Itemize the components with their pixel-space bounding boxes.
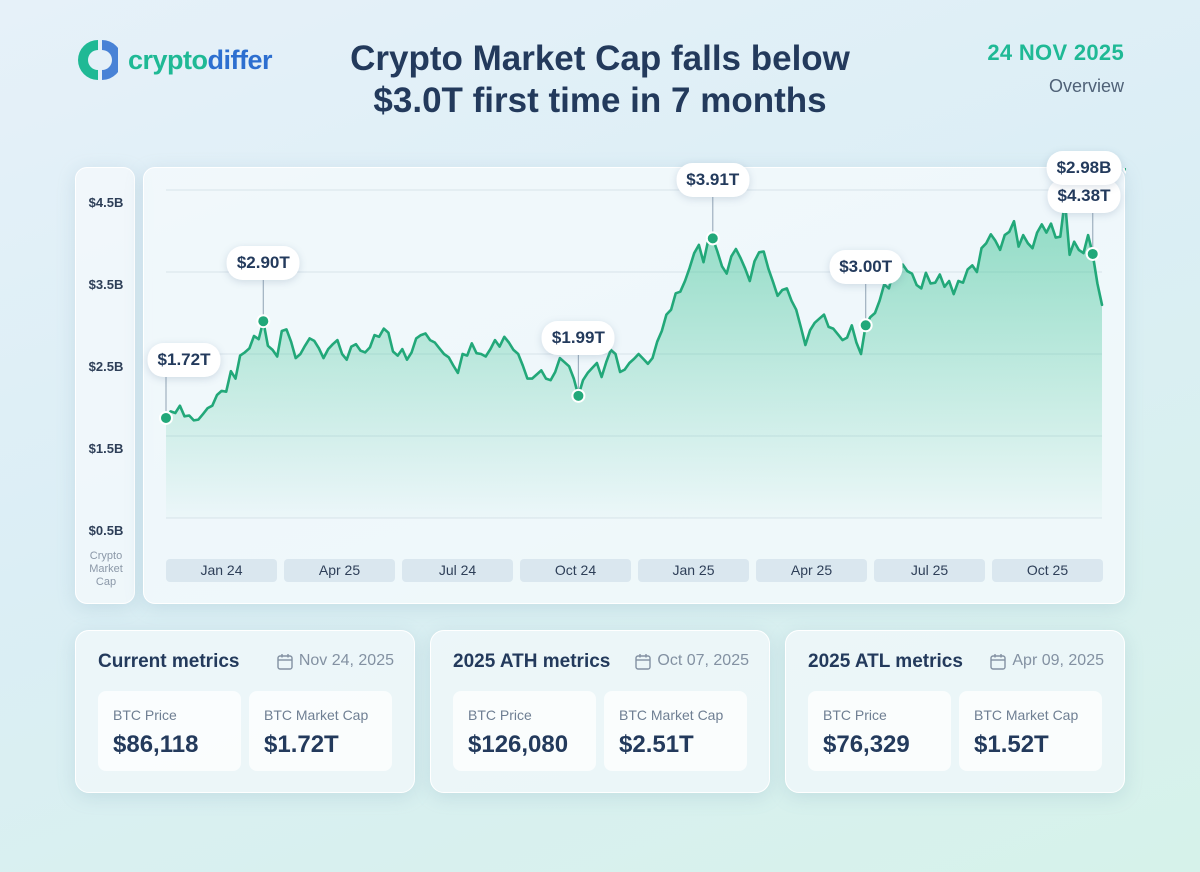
x-tick-label: Jul 25 bbox=[874, 559, 985, 582]
metric-label: BTC Market Cap bbox=[619, 707, 724, 723]
metric-btc-market-cap: BTC Market Cap $2.51T bbox=[604, 691, 747, 771]
y-axis-title: Crypto Market Cap bbox=[76, 550, 136, 589]
calendar-icon bbox=[635, 653, 652, 670]
annotation-point bbox=[256, 314, 271, 329]
card-date: Apr 09, 2025 bbox=[990, 652, 1104, 670]
annotation-point bbox=[1085, 246, 1100, 261]
annotation-point bbox=[858, 318, 873, 333]
annotation-label: $3.91T bbox=[676, 163, 750, 198]
annotation-label: $2.98B bbox=[1046, 151, 1122, 185]
x-tick-label: Jan 24 bbox=[166, 559, 277, 582]
metric-label: BTC Market Cap bbox=[974, 707, 1079, 723]
atl-metrics-card: 2025 ATL metrics Apr 09, 2025 BTC Price … bbox=[785, 630, 1125, 793]
annotation-label: $1.72T bbox=[147, 342, 221, 377]
y-tick-label: $2.5B bbox=[88, 359, 124, 374]
page-title-line1: Crypto Market Cap falls below bbox=[350, 39, 850, 78]
metric-value: $1.52T bbox=[974, 731, 1049, 758]
chart-panel: Jan 24 Apr 25 Jul 24 Oct 24 Jan 25 Apr 2… bbox=[143, 151, 1126, 604]
date-block: 24 NOV 2025 Overview bbox=[987, 40, 1124, 97]
metric-value: $2.51T bbox=[619, 731, 694, 758]
metric-label: BTC Price bbox=[823, 707, 887, 723]
cryptodiffer-logo-icon bbox=[78, 40, 118, 80]
current-metrics-card: Current metrics Nov 24, 2025 BTC Price $… bbox=[75, 630, 415, 793]
market-cap-series-line bbox=[164, 198, 1104, 422]
brand-name: cryptodiffer bbox=[128, 44, 273, 76]
y-tick-label: $4.5B bbox=[88, 195, 124, 210]
y-tick-label: $1.5B bbox=[88, 441, 124, 456]
metric-value: $76,329 bbox=[823, 731, 910, 758]
metric-label: BTC Price bbox=[113, 707, 177, 723]
metric-btc-price: BTC Price $126,080 bbox=[453, 691, 596, 771]
calendar-icon bbox=[990, 653, 1007, 670]
card-date: Oct 07, 2025 bbox=[635, 652, 749, 670]
annotation-label: $2.90T bbox=[226, 246, 300, 281]
annotation-point bbox=[571, 388, 586, 403]
annotation-point bbox=[1122, 168, 1126, 174]
calendar-icon bbox=[277, 653, 293, 670]
metric-btc-price: BTC Price $76,329 bbox=[808, 691, 951, 771]
y-tick-label: $3.5B bbox=[88, 277, 124, 292]
brand-name-part2: differ bbox=[207, 44, 273, 75]
y-axis-panel: $4.5B $3.5B $2.5B $1.5B $0.5B Crypto Mar… bbox=[75, 167, 135, 604]
y-axis-title-line: Cap bbox=[95, 576, 117, 588]
metric-btc-market-cap: BTC Market Cap $1.52T bbox=[959, 691, 1102, 771]
x-tick-label: Oct 24 bbox=[520, 559, 631, 582]
annotation-label: $3.00T bbox=[829, 250, 903, 285]
y-axis-title-line: Market bbox=[89, 563, 123, 575]
page-title-line2: $3.0T first time in 7 months bbox=[373, 81, 827, 120]
annotation-point bbox=[159, 410, 173, 425]
metric-btc-price: BTC Price $86,118 bbox=[98, 691, 241, 771]
market-cap-chart bbox=[159, 168, 1126, 519]
x-tick-label: Oct 25 bbox=[992, 559, 1103, 582]
brand-logo: cryptodiffer bbox=[74, 36, 273, 84]
metric-value: $126,080 bbox=[468, 731, 569, 758]
y-tick-label: $0.5B bbox=[88, 523, 124, 538]
page-title: Crypto Market Cap falls below $3.0T firs… bbox=[300, 38, 900, 122]
metric-label: BTC Price bbox=[468, 707, 532, 723]
metric-value: $1.72T bbox=[264, 731, 339, 758]
card-date: Nov 24, 2025 bbox=[277, 652, 394, 670]
card-date-text: Nov 24, 2025 bbox=[298, 652, 394, 669]
brand-name-part1: crypto bbox=[128, 44, 208, 75]
report-subtitle: Overview bbox=[1048, 76, 1124, 96]
x-tick-label: Apr 25 bbox=[284, 559, 395, 582]
annotation-point bbox=[705, 231, 720, 246]
metric-btc-market-cap: BTC Market Cap $1.72T bbox=[249, 691, 392, 771]
metric-label: BTC Market Cap bbox=[264, 707, 369, 723]
ath-metrics-card: 2025 ATH metrics Oct 07, 2025 BTC Price … bbox=[430, 630, 770, 793]
metric-value: $86,118 bbox=[113, 731, 199, 758]
x-tick-label: Jul 24 bbox=[402, 559, 513, 582]
annotation-label: $1.99T bbox=[541, 320, 615, 355]
card-date-text: Apr 09, 2025 bbox=[1012, 652, 1104, 669]
card-title: 2025 ATH metrics bbox=[453, 651, 611, 672]
x-tick-label: Apr 25 bbox=[756, 559, 867, 582]
card-title: Current metrics bbox=[98, 651, 240, 672]
x-tick-label: Jan 25 bbox=[638, 559, 749, 582]
card-title: 2025 ATL metrics bbox=[808, 651, 963, 672]
report-date: 24 NOV 2025 bbox=[987, 40, 1124, 65]
card-date-text: Oct 07, 2025 bbox=[657, 652, 749, 669]
y-axis-title-line: Crypto bbox=[89, 550, 123, 562]
